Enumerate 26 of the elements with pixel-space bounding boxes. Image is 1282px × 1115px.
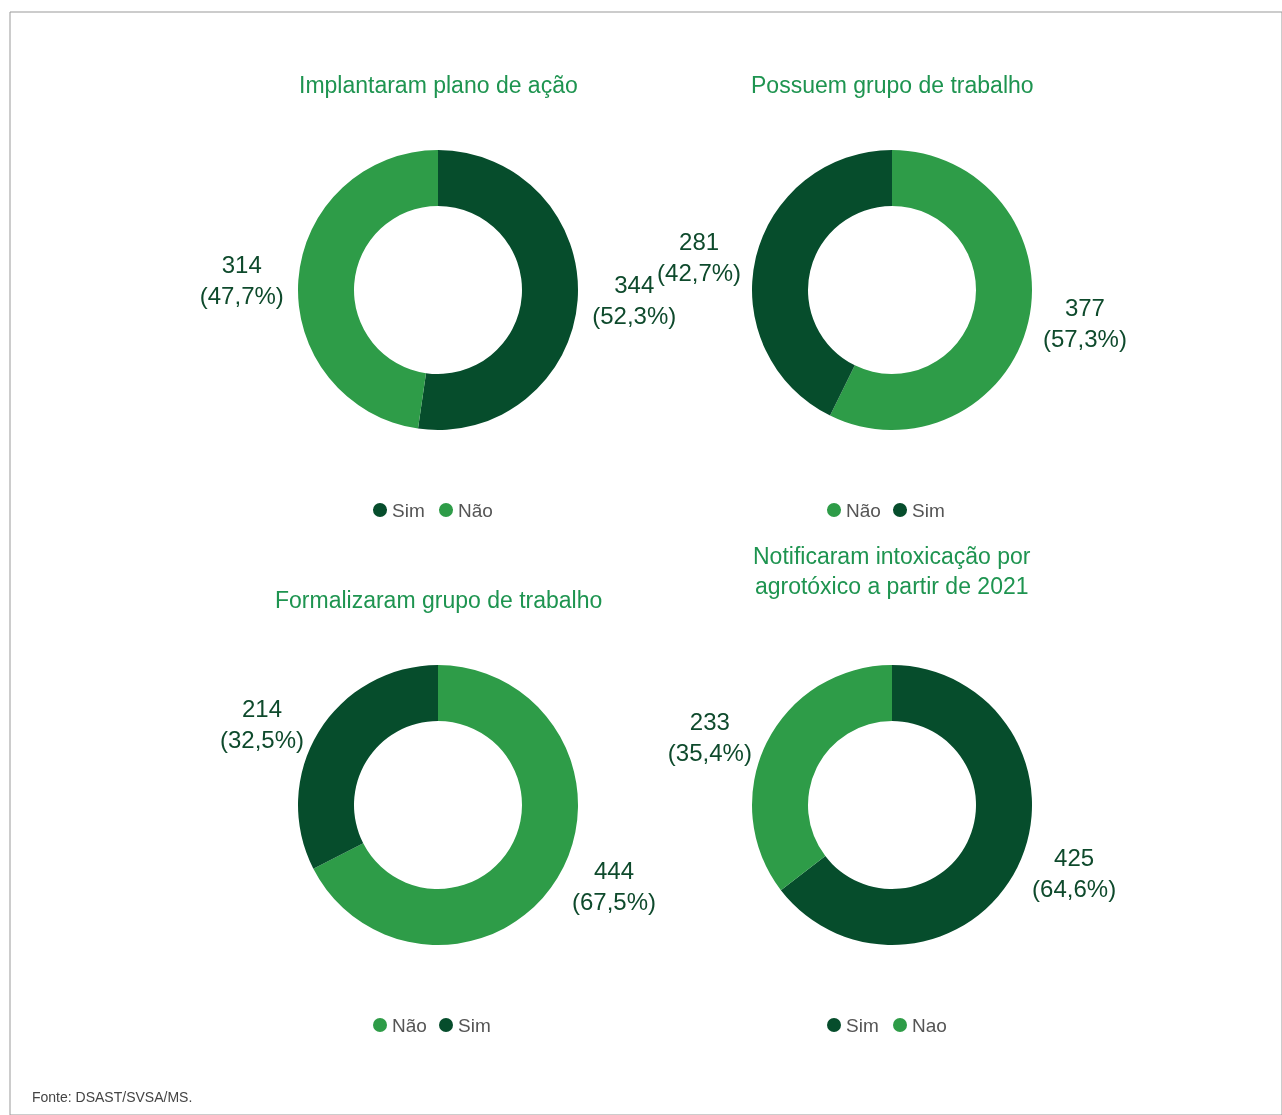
donut-slice [418, 150, 578, 430]
donut-slice [752, 150, 892, 416]
data-label: 314 (47,7%) [199, 250, 284, 309]
legend-label: Sim [458, 1015, 491, 1036]
chart-title: Possuem grupo de trabalho [751, 72, 1034, 98]
legend-label: Sim [912, 500, 945, 521]
data-label: 425 (64,6%) [1032, 843, 1117, 902]
legend-label: Não [458, 500, 493, 521]
data-label: 444 (67,5%) [571, 856, 657, 916]
donut-slice [780, 665, 1032, 945]
legend-label: Não [392, 1015, 427, 1036]
legend-label: Não [846, 500, 881, 521]
data-label: 377 (57,3%) [1042, 294, 1127, 353]
donut-slice [830, 150, 1032, 430]
legend-label: Sim [392, 500, 425, 521]
donut-slice [752, 665, 892, 891]
chart-title: Formalizaram grupo de trabalho [275, 587, 603, 613]
source-note: Fonte: DSAST/SVSA/MS. [32, 1089, 193, 1105]
legend-label: Sim [846, 1015, 879, 1036]
data-label: 233 (35,4%) [667, 708, 752, 767]
data-label: 281 (42,7%) [657, 227, 742, 286]
chart-title: Implantaram plano de ação [299, 72, 578, 98]
donut-slice [298, 150, 438, 429]
legend-label: Nao [912, 1015, 947, 1036]
data-label: 214 (32,5%) [219, 694, 305, 754]
chart-title: Notificaram intoxicação por agrotóxico a partir de 2021 [753, 543, 1031, 599]
